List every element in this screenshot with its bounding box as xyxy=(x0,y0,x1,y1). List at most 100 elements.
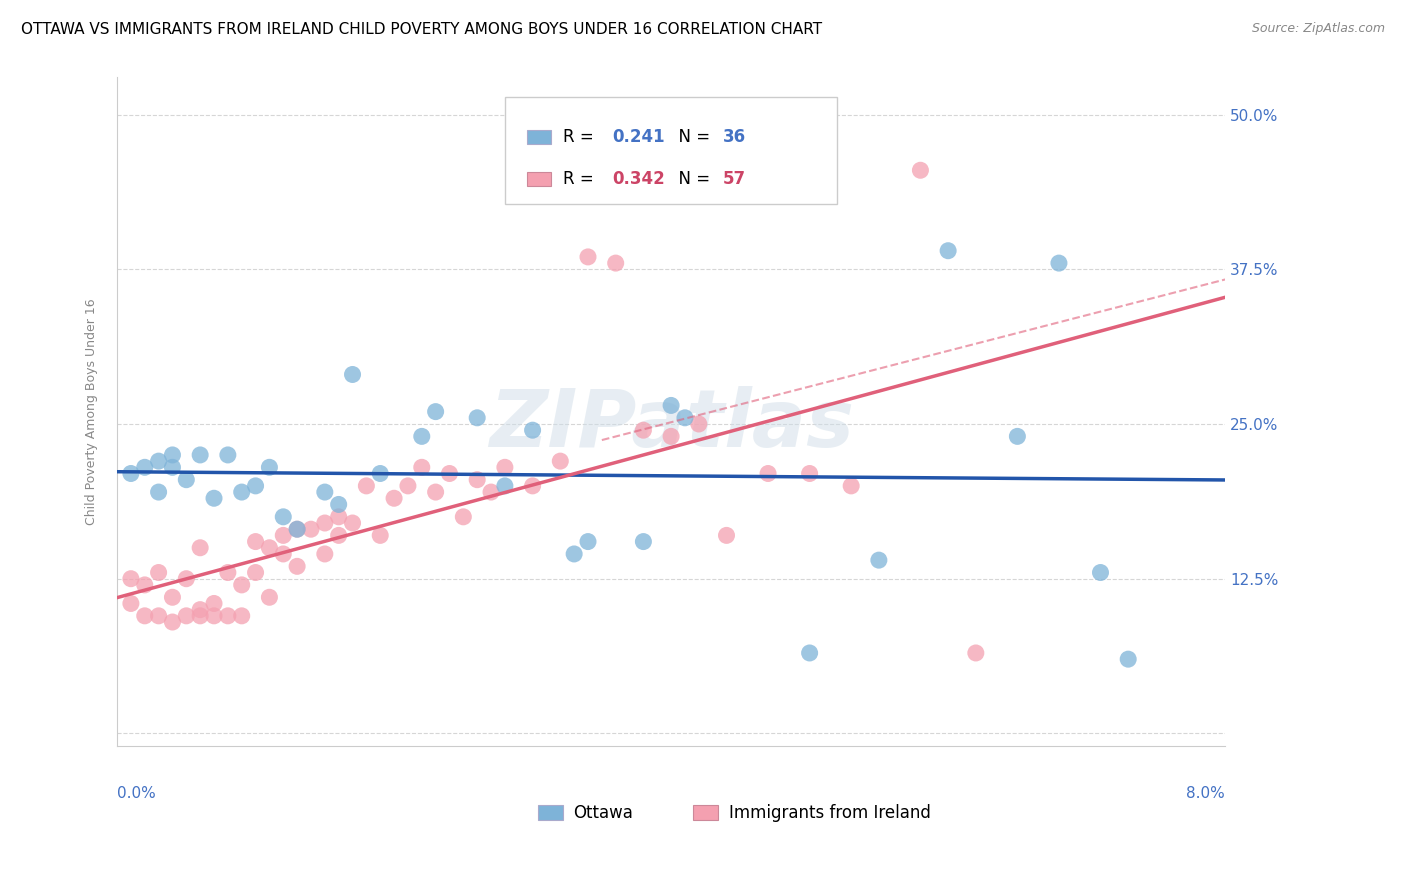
Point xyxy=(965,646,987,660)
Point xyxy=(134,578,156,592)
Point xyxy=(936,244,959,258)
Text: 57: 57 xyxy=(723,170,747,188)
Point xyxy=(162,460,184,475)
Point xyxy=(217,608,239,623)
Point xyxy=(910,163,932,178)
FancyBboxPatch shape xyxy=(693,805,717,820)
Point xyxy=(120,572,142,586)
Point xyxy=(382,491,405,506)
Point xyxy=(411,429,433,443)
Point xyxy=(494,479,516,493)
Point xyxy=(494,460,516,475)
Point xyxy=(562,547,585,561)
Point xyxy=(217,448,239,462)
Point xyxy=(605,256,627,270)
Point xyxy=(202,491,225,506)
Text: ZIPatlas: ZIPatlas xyxy=(489,386,853,464)
Point xyxy=(1116,652,1139,666)
Point xyxy=(314,485,336,500)
Point xyxy=(231,608,253,623)
Point xyxy=(176,473,198,487)
Text: Immigrants from Ireland: Immigrants from Ireland xyxy=(728,804,931,822)
Text: 8.0%: 8.0% xyxy=(1187,786,1225,801)
Point xyxy=(202,608,225,623)
FancyBboxPatch shape xyxy=(527,171,551,186)
Point xyxy=(217,566,239,580)
Point xyxy=(148,485,170,500)
Point xyxy=(522,479,544,493)
Point xyxy=(188,608,211,623)
Point xyxy=(328,509,350,524)
Point xyxy=(176,572,198,586)
Point xyxy=(342,368,364,382)
Point xyxy=(673,410,696,425)
Point xyxy=(148,454,170,468)
Point xyxy=(576,250,599,264)
Point xyxy=(285,522,308,536)
Point xyxy=(285,522,308,536)
Point xyxy=(1007,429,1029,443)
Text: Ottawa: Ottawa xyxy=(574,804,634,822)
Point xyxy=(465,473,488,487)
Point xyxy=(271,509,294,524)
Text: R =: R = xyxy=(562,128,599,146)
Point xyxy=(368,467,391,481)
Point xyxy=(148,566,170,580)
Point xyxy=(259,541,281,555)
Point xyxy=(368,528,391,542)
Point xyxy=(550,454,572,468)
Point xyxy=(188,602,211,616)
Text: 0.0%: 0.0% xyxy=(117,786,156,801)
Point xyxy=(162,591,184,605)
Point xyxy=(465,410,488,425)
Point xyxy=(162,448,184,462)
Text: Source: ZipAtlas.com: Source: ZipAtlas.com xyxy=(1251,22,1385,36)
Point xyxy=(799,467,821,481)
Point xyxy=(659,429,682,443)
Point xyxy=(1047,256,1070,270)
Point xyxy=(271,528,294,542)
Point xyxy=(633,423,655,437)
Point xyxy=(659,399,682,413)
Point xyxy=(522,423,544,437)
Point xyxy=(231,578,253,592)
Point xyxy=(120,597,142,611)
Point xyxy=(425,485,447,500)
Point xyxy=(868,553,890,567)
Point xyxy=(453,509,475,524)
Point xyxy=(259,460,281,475)
Point xyxy=(231,485,253,500)
Point xyxy=(202,597,225,611)
Text: 0.342: 0.342 xyxy=(613,170,665,188)
Point xyxy=(259,591,281,605)
FancyBboxPatch shape xyxy=(527,129,551,145)
Point xyxy=(328,498,350,512)
Point xyxy=(688,417,710,431)
Point xyxy=(245,566,267,580)
Text: 36: 36 xyxy=(723,128,747,146)
Text: 0.241: 0.241 xyxy=(613,128,665,146)
Point xyxy=(285,559,308,574)
Point xyxy=(799,646,821,660)
Point xyxy=(120,467,142,481)
Point xyxy=(188,448,211,462)
Point xyxy=(716,528,738,542)
Text: R =: R = xyxy=(562,170,599,188)
Point xyxy=(134,608,156,623)
Point xyxy=(576,534,599,549)
Point xyxy=(314,547,336,561)
FancyBboxPatch shape xyxy=(505,97,838,204)
Point xyxy=(1090,566,1112,580)
Point xyxy=(134,460,156,475)
Y-axis label: Child Poverty Among Boys Under 16: Child Poverty Among Boys Under 16 xyxy=(86,298,98,524)
Point xyxy=(425,404,447,418)
Point xyxy=(176,608,198,623)
Point xyxy=(342,516,364,530)
Point xyxy=(411,460,433,475)
Text: N =: N = xyxy=(668,170,716,188)
Point xyxy=(299,522,322,536)
Point xyxy=(245,479,267,493)
Point xyxy=(245,534,267,549)
Point xyxy=(162,615,184,629)
Point xyxy=(148,608,170,623)
